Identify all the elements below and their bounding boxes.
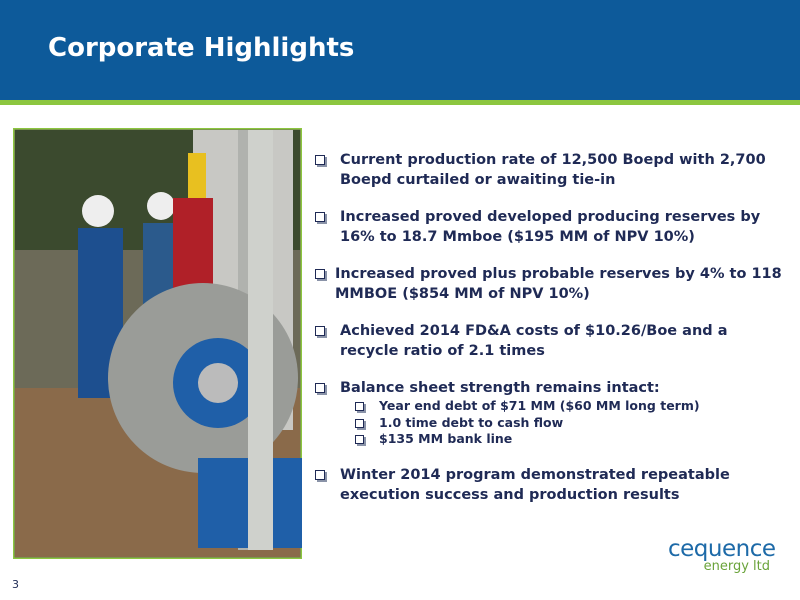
sub-bullet-item: $135 MM bank line	[340, 431, 783, 448]
bullet-item: Achieved 2014 FD&A costs of $10.26/Boe a…	[313, 321, 783, 361]
bullet-text: Increased proved plus probable reserves …	[335, 266, 782, 302]
logo: cequence energy ltd	[668, 536, 776, 574]
bullet-list: Current production rate of 12,500 Boepd …	[313, 150, 783, 522]
bullet-text: Current production rate of 12,500 Boepd …	[340, 152, 766, 188]
bullet-item: Increased proved plus probable reserves …	[313, 264, 783, 304]
bullet-icon	[315, 326, 325, 336]
bullet-icon	[355, 435, 364, 444]
logo-tagline: energy ltd	[703, 559, 770, 574]
bullet-text: Balance sheet strength remains intact:	[340, 380, 660, 396]
bullet-icon	[315, 269, 325, 279]
bullet-item: Balance sheet strength remains intact: Ye…	[313, 378, 783, 448]
slide-title: Corporate Highlights	[48, 33, 355, 63]
bullet-icon	[315, 469, 325, 480]
bullet-text: Increased proved developed producing res…	[340, 209, 761, 245]
bullet-icon	[315, 155, 325, 165]
photo	[13, 128, 302, 559]
logo-name: cequence	[668, 536, 776, 562]
bullet-item: Increased proved developed producing res…	[313, 207, 783, 247]
bullet-text: Achieved 2014 FD&A costs of $10.26/Boe a…	[340, 323, 728, 359]
sub-bullet-item: 1.0 time debt to cash flow	[340, 415, 783, 432]
bullet-icon	[315, 383, 325, 393]
page-number: 3	[12, 578, 19, 591]
bullet-item: Winter 2014 program demonstrated repeata…	[313, 465, 783, 505]
sub-bullet-text: Year end debt of $71 MM ($60 MM long ter…	[379, 398, 700, 413]
header-bar	[0, 0, 800, 100]
sub-bullet-text: $135 MM bank line	[379, 431, 513, 446]
sub-bullet-text: 1.0 time debt to cash flow	[379, 414, 564, 430]
bullet-icon	[315, 212, 325, 222]
bullet-text: Winter 2014 program demonstrated repeata…	[340, 466, 730, 503]
bullet-icon	[355, 418, 364, 428]
header-rule	[0, 100, 800, 105]
bullet-item: Current production rate of 12,500 Boepd …	[313, 150, 783, 190]
sub-bullet-item: Year end debt of $71 MM ($60 MM long ter…	[340, 398, 783, 415]
bullet-icon	[355, 402, 364, 411]
